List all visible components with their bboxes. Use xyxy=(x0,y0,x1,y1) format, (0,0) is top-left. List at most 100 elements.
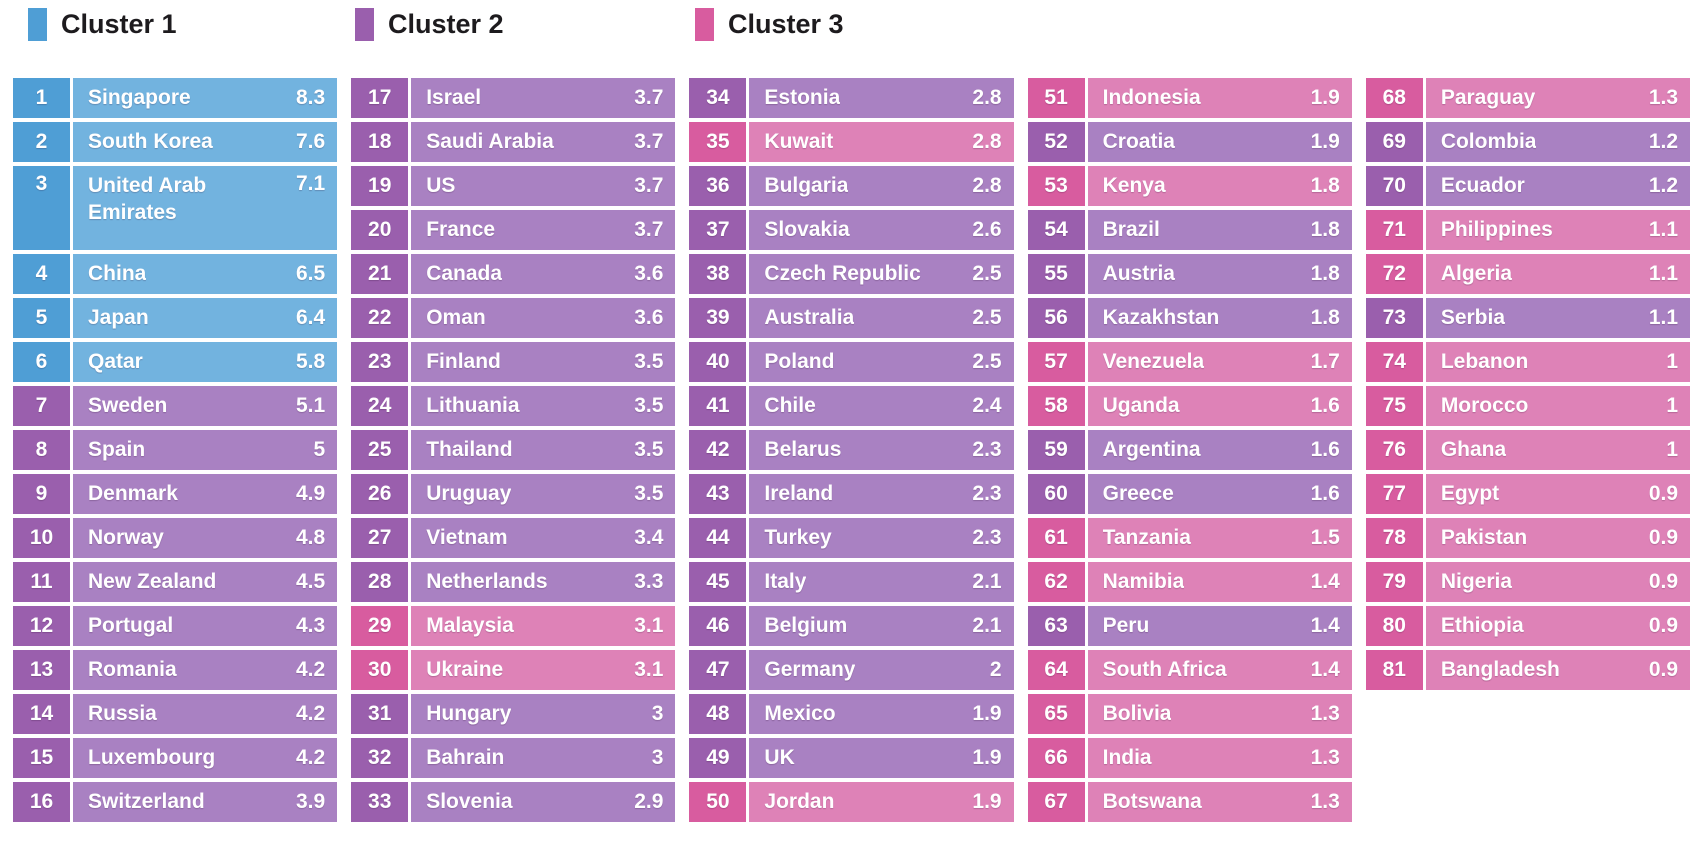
score-value: 1.8 xyxy=(1310,262,1340,285)
score-value: 1.2 xyxy=(1648,174,1679,197)
rank-cell: 37 xyxy=(689,210,747,250)
table-row: 67 Botswana 1.3 xyxy=(1027,782,1352,822)
country-cell: South Africa 1.4 xyxy=(1087,650,1352,690)
rank-cell: 16 xyxy=(13,782,70,822)
country-label: Croatia xyxy=(1102,130,1175,153)
country-cell: Romania 4.2 xyxy=(73,650,338,690)
table-row: 43 Ireland 2.3 xyxy=(689,474,1014,514)
country-label: Norway xyxy=(88,526,164,549)
country-label: Namibia xyxy=(1102,570,1185,593)
table-row: 51 Indonesia 1.9 xyxy=(1027,78,1352,118)
table-row: 48 Mexico 1.9 xyxy=(689,694,1014,734)
country-label: Luxembourg xyxy=(88,746,216,769)
table-row: 53 Kenya 1.8 xyxy=(1027,166,1352,206)
country-cell: Namibia 1.4 xyxy=(1087,562,1352,602)
country-label: Belarus xyxy=(764,438,842,461)
country-label: Saudi Arabia xyxy=(426,130,554,153)
score-value: 2.5 xyxy=(972,350,1002,373)
score-value: 3.5 xyxy=(634,394,664,417)
score-value: 3.1 xyxy=(634,614,664,637)
score-value: 1.4 xyxy=(1310,614,1340,637)
score-value: 1.8 xyxy=(1310,174,1340,197)
score-value: 5.1 xyxy=(296,394,326,417)
country-cell: Belarus 2.3 xyxy=(749,430,1014,470)
rank-cell: 2 xyxy=(13,122,70,162)
country-label: Portugal xyxy=(88,614,174,637)
rank-cell: 39 xyxy=(689,298,747,338)
country-label: Australia xyxy=(764,306,855,329)
country-label: Romania xyxy=(88,658,177,681)
country-cell: India 1.3 xyxy=(1087,738,1352,778)
score-value: 1.3 xyxy=(1648,86,1679,109)
country-cell: Israel 3.7 xyxy=(411,78,676,118)
table-row: 75 Morocco 1 xyxy=(1365,386,1691,426)
country-label: UK xyxy=(764,746,795,769)
country-cell: Bolivia 1.3 xyxy=(1087,694,1352,734)
score-value: 0.9 xyxy=(1648,526,1679,549)
table-row: 68 Paraguay 1.3 xyxy=(1365,78,1691,118)
table-row: 13 Romania 4.2 xyxy=(13,650,338,690)
score-value: 2.9 xyxy=(634,790,664,813)
score-value: 4.3 xyxy=(296,614,326,637)
country-cell: Colombia 1.2 xyxy=(1425,122,1691,162)
score-value: 3 xyxy=(651,746,664,769)
table-row: 27 Vietnam 3.4 xyxy=(351,518,676,558)
table-row: 60 Greece 1.6 xyxy=(1027,474,1352,514)
country-cell: Pakistan 0.9 xyxy=(1425,518,1691,558)
score-value: 3.5 xyxy=(634,482,664,505)
country-label: Spain xyxy=(88,438,146,461)
table-row: 8 Spain 5 xyxy=(13,430,338,470)
country-label: Vietnam xyxy=(426,526,508,549)
country-label: South Africa xyxy=(1102,658,1227,681)
rank-cell: 12 xyxy=(13,606,70,646)
score-value: 1.6 xyxy=(1310,482,1340,505)
country-cell: Greece 1.6 xyxy=(1087,474,1352,514)
country-label: Greece xyxy=(1102,482,1174,505)
rank-cell: 40 xyxy=(689,342,747,382)
rank-cell: 47 xyxy=(689,650,747,690)
score-value: 3.1 xyxy=(634,658,664,681)
table-row: 73 Serbia 1.1 xyxy=(1365,298,1691,338)
country-cell: Portugal 4.3 xyxy=(73,606,338,646)
score-value: 6.5 xyxy=(296,262,326,285)
country-label: Bolivia xyxy=(1102,702,1172,725)
score-value: 4.8 xyxy=(296,526,326,549)
country-label: Uruguay xyxy=(426,482,512,505)
score-value: 1 xyxy=(1666,350,1679,373)
table-row: 10 Norway 4.8 xyxy=(13,518,338,558)
country-cell: Spain 5 xyxy=(73,430,338,470)
legend-item-cluster1: Cluster 1 xyxy=(28,8,177,41)
score-value: 4.2 xyxy=(296,658,326,681)
table-row: 58 Uganda 1.6 xyxy=(1027,386,1352,426)
country-label: Kenya xyxy=(1102,174,1166,197)
country-cell: Vietnam 3.4 xyxy=(411,518,676,558)
country-label: Uganda xyxy=(1102,394,1180,417)
country-cell: Tanzania 1.5 xyxy=(1087,518,1352,558)
score-value: 2.5 xyxy=(972,262,1002,285)
country-label: Algeria xyxy=(1440,262,1513,285)
country-cell: South Korea 7.6 xyxy=(73,122,338,162)
table-row: 36 Bulgaria 2.8 xyxy=(689,166,1014,206)
score-value: 7.1 xyxy=(296,172,326,195)
legend-label-cluster3: Cluster 3 xyxy=(728,9,844,39)
country-label: Hungary xyxy=(426,702,512,725)
table-row: 4 China 6.5 xyxy=(13,254,338,294)
table-row: 74 Lebanon 1 xyxy=(1365,342,1691,382)
rank-cell: 50 xyxy=(689,782,747,822)
rank-cell: 25 xyxy=(351,430,409,470)
table-row: 35 Kuwait 2.8 xyxy=(689,122,1014,162)
score-value: 8.3 xyxy=(296,86,326,109)
country-label: Italy xyxy=(764,570,807,593)
rank-cell: 23 xyxy=(351,342,409,382)
score-value: 0.9 xyxy=(1648,482,1679,505)
score-value: 2.1 xyxy=(972,570,1002,593)
country-cell: Kuwait 2.8 xyxy=(749,122,1014,162)
country-cell: Paraguay 1.3 xyxy=(1425,78,1691,118)
rank-cell: 71 xyxy=(1365,210,1423,250)
rank-cell: 17 xyxy=(351,78,409,118)
rank-cell: 15 xyxy=(13,738,70,778)
country-cell: Ukraine 3.1 xyxy=(411,650,676,690)
rank-cell: 56 xyxy=(1027,298,1085,338)
country-cell: Lithuania 3.5 xyxy=(411,386,676,426)
